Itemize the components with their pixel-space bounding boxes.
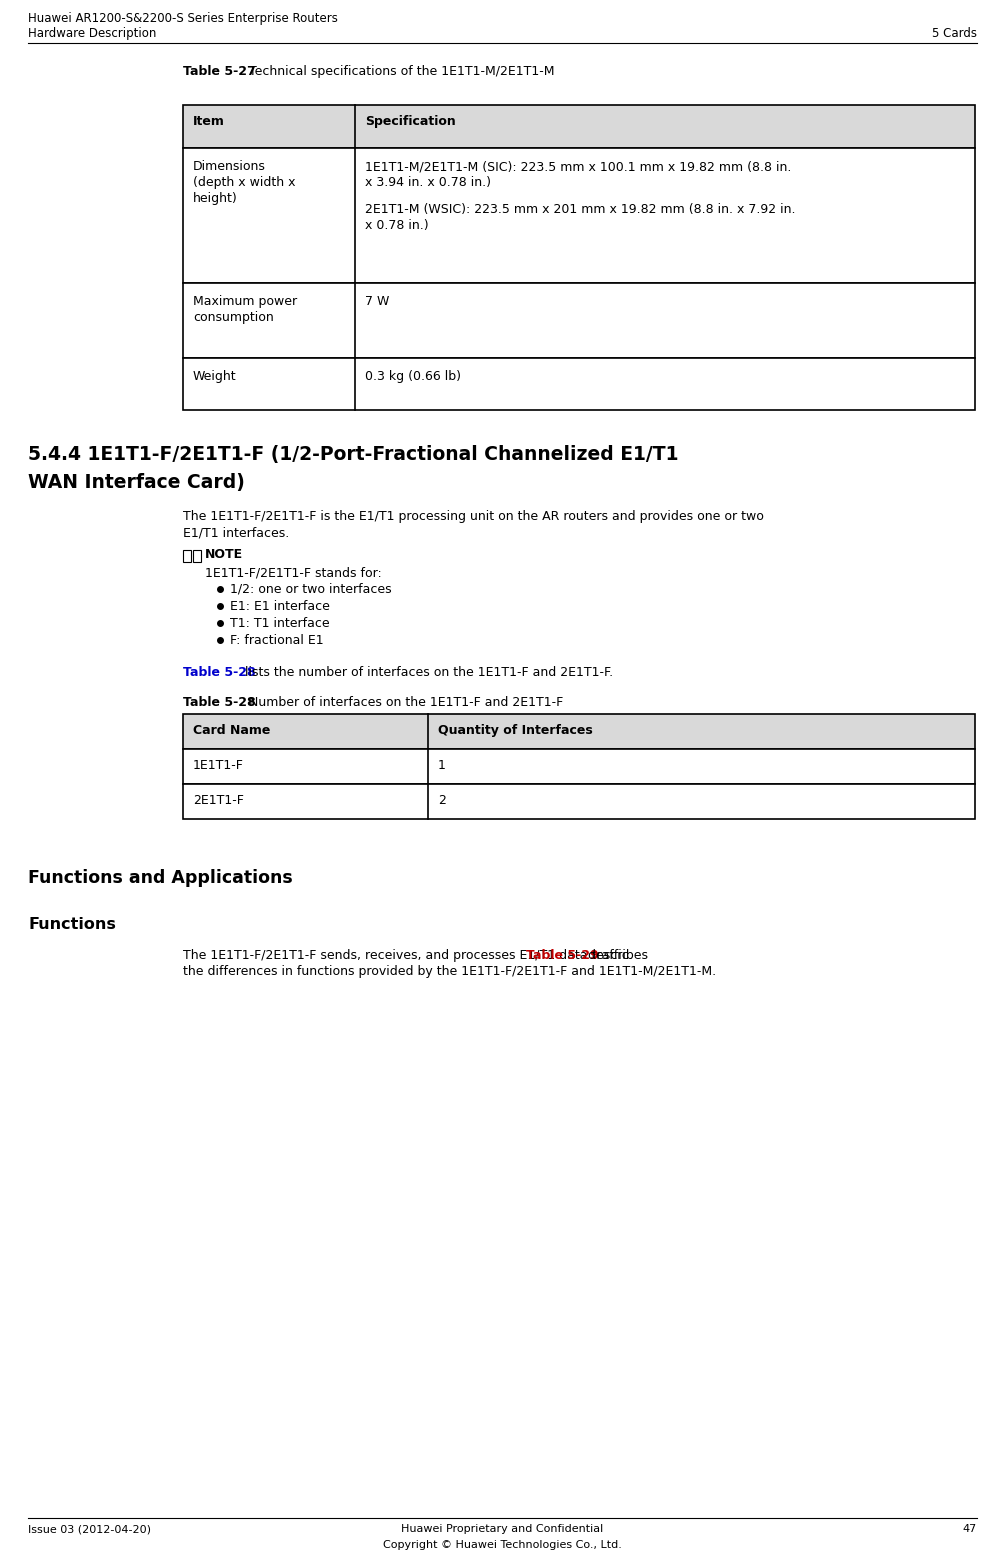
Bar (183, 749, 975, 784)
Text: 2E1T1-M (WSIC): 223.5 mm x 201 mm x 19.82 mm (8.8 in. x 7.92 in.: 2E1T1-M (WSIC): 223.5 mm x 201 mm x 19.8… (365, 204, 796, 216)
Text: 2E1T1-F: 2E1T1-F (193, 794, 244, 807)
Text: x 3.94 in. x 0.78 in.): x 3.94 in. x 0.78 in.) (365, 176, 491, 190)
Text: Specification: Specification (365, 114, 455, 128)
Text: Copyright © Huawei Technologies Co., Ltd.: Copyright © Huawei Technologies Co., Ltd… (383, 1540, 622, 1550)
Text: Number of interfaces on the 1E1T1-F and 2E1T1-F: Number of interfaces on the 1E1T1-F and … (245, 696, 563, 708)
Text: F: fractional E1: F: fractional E1 (230, 635, 324, 647)
Bar (193, 550, 201, 563)
Bar (183, 550, 191, 563)
Bar (183, 284, 975, 357)
Text: T1: T1 interface: T1: T1 interface (230, 617, 330, 630)
Text: Hardware Description: Hardware Description (28, 27, 157, 41)
Text: E1/T1 interfaces.: E1/T1 interfaces. (183, 527, 289, 539)
Text: (depth x width x: (depth x width x (193, 176, 295, 190)
Text: x 0.78 in.): x 0.78 in.) (365, 219, 428, 232)
Text: Technical specifications of the 1E1T1-M/2E1T1-M: Technical specifications of the 1E1T1-M/… (245, 64, 555, 78)
Text: WAN Interface Card): WAN Interface Card) (28, 473, 245, 492)
Text: Table 5-28: Table 5-28 (183, 666, 255, 679)
Text: Card Name: Card Name (193, 724, 270, 736)
Text: Table 5-27: Table 5-27 (183, 64, 255, 78)
Text: consumption: consumption (193, 310, 273, 324)
Text: the differences in functions provided by the 1E1T1-F/2E1T1-F and 1E1T1-M/2E1T1-M: the differences in functions provided by… (183, 965, 717, 978)
Bar (183, 715, 975, 749)
Text: lists the number of interfaces on the 1E1T1-F and 2E1T1-F.: lists the number of interfaces on the 1E… (241, 666, 613, 679)
Text: 2: 2 (438, 794, 446, 807)
Text: Maximum power: Maximum power (193, 295, 297, 309)
Text: height): height) (193, 193, 238, 205)
Text: 7 W: 7 W (365, 295, 389, 309)
Text: 1E1T1-F/2E1T1-F stands for:: 1E1T1-F/2E1T1-F stands for: (205, 566, 382, 578)
Text: 47: 47 (963, 1525, 977, 1534)
Text: Item: Item (193, 114, 225, 128)
Bar (183, 105, 975, 147)
Text: 5 Cards: 5 Cards (932, 27, 977, 41)
Text: Quantity of Interfaces: Quantity of Interfaces (438, 724, 593, 736)
Text: E1: E1 interface: E1: E1 interface (230, 600, 330, 613)
Text: Weight: Weight (193, 370, 236, 382)
Text: 1E1T1-F: 1E1T1-F (193, 758, 244, 773)
Text: 0.3 kg (0.66 lb): 0.3 kg (0.66 lb) (365, 370, 461, 382)
Text: Functions: Functions (28, 917, 116, 932)
Text: Issue 03 (2012-04-20): Issue 03 (2012-04-20) (28, 1525, 151, 1534)
Text: describes: describes (584, 950, 648, 962)
Text: NOTE: NOTE (205, 548, 243, 561)
Text: 1: 1 (438, 758, 446, 773)
Text: Huawei Proprietary and Confidential: Huawei Proprietary and Confidential (401, 1525, 604, 1534)
Text: 1E1T1-M/2E1T1-M (SIC): 223.5 mm x 100.1 mm x 19.82 mm (8.8 in.: 1E1T1-M/2E1T1-M (SIC): 223.5 mm x 100.1 … (365, 160, 791, 172)
Text: Huawei AR1200-S&2200-S Series Enterprise Routers: Huawei AR1200-S&2200-S Series Enterprise… (28, 13, 338, 25)
Text: 1/2: one or two interfaces: 1/2: one or two interfaces (230, 583, 392, 595)
Text: The 1E1T1-F/2E1T1-F is the E1/T1 processing unit on the AR routers and provides : The 1E1T1-F/2E1T1-F is the E1/T1 process… (183, 509, 764, 523)
Text: The 1E1T1-F/2E1T1-F sends, receives, and processes E1/T1 data traffic.: The 1E1T1-F/2E1T1-F sends, receives, and… (183, 950, 637, 962)
Bar (183, 357, 975, 411)
Text: Dimensions: Dimensions (193, 160, 266, 172)
Text: 5.4.4 1E1T1-F/2E1T1-F (1/2-Port-Fractional Channelized E1/T1: 5.4.4 1E1T1-F/2E1T1-F (1/2-Port-Fraction… (28, 445, 678, 464)
Text: Functions and Applications: Functions and Applications (28, 870, 292, 887)
Text: Table 5-29: Table 5-29 (526, 950, 599, 962)
Text: Table 5-28: Table 5-28 (183, 696, 255, 708)
Bar (183, 147, 975, 284)
Bar (183, 784, 975, 820)
